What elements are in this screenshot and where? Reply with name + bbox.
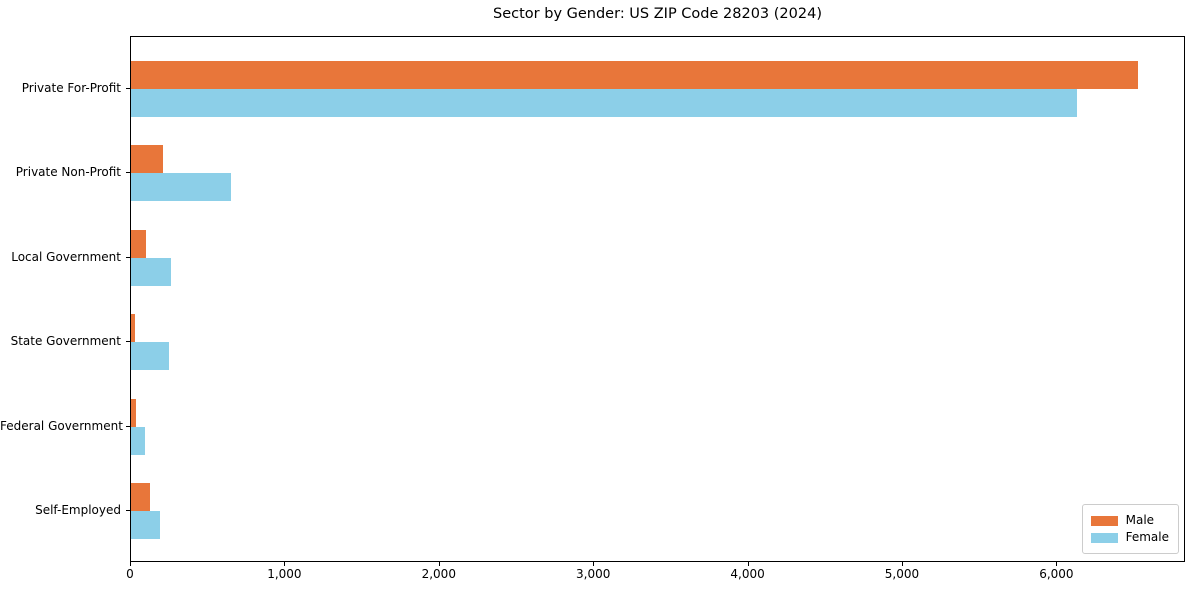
bar-male-private-for-profit — [131, 61, 1138, 89]
legend-item-female: Female — [1090, 530, 1169, 545]
chart-title: Sector by Gender: US ZIP Code 28203 (202… — [493, 6, 822, 22]
x-tick-label-3-000: 3,000 — [576, 567, 611, 581]
x-tick-label-5-000: 5,000 — [884, 567, 920, 581]
x-tick-label-2-000: 2,000 — [421, 567, 456, 581]
y-tick-mark — [126, 172, 130, 174]
y-tick-label-self-employed: Self-Employed — [35, 503, 121, 517]
x-tick-mark — [130, 562, 131, 566]
y-tick-mark — [126, 256, 130, 258]
bar-male-private-non-profit — [131, 145, 164, 174]
bar-female-federal-government — [131, 426, 145, 455]
x-tick-label-4-000: 4,000 — [730, 567, 765, 581]
bar-female-self-employed — [131, 511, 161, 539]
bar-male-self-employed — [131, 483, 150, 511]
y-tick-label-state-government: State Government — [10, 334, 121, 349]
x-tick-mark — [284, 562, 286, 566]
legend-item-male: Male — [1090, 513, 1169, 528]
y-tick-mark — [126, 510, 130, 511]
x-tick-mark — [438, 562, 440, 566]
x-tick-mark — [901, 562, 903, 566]
legend-label-female: Female — [1125, 530, 1169, 544]
y-tick-label-local-government: Local Government — [11, 249, 121, 264]
y-tick-mark — [126, 88, 130, 89]
legend-swatch-female — [1090, 532, 1118, 543]
x-tick-label-6-000: 6,000 — [1039, 567, 1074, 581]
y-tick-mark — [126, 425, 130, 427]
y-tick-label-private-non-profit: Private Non-Profit — [15, 165, 121, 180]
y-tick-label-federal-government: Federal Government — [0, 418, 123, 433]
bar-male-federal-government — [131, 398, 137, 427]
bar-male-state-government — [131, 314, 135, 343]
bar-female-private-for-profit — [131, 89, 1078, 117]
bar-female-state-government — [131, 342, 169, 371]
x-tick-label-0: 0 — [126, 567, 134, 581]
legend-swatch-male — [1090, 515, 1118, 526]
y-tick-label-private-for-profit: Private For-Profit — [21, 81, 121, 95]
x-tick-mark — [593, 562, 595, 566]
plot-area: Male Female — [130, 36, 1185, 562]
x-tick-label-1-000: 1,000 — [267, 567, 302, 581]
legend: Male Female — [1081, 504, 1179, 554]
x-tick-mark — [1056, 562, 1058, 566]
bar-male-local-government — [131, 229, 147, 258]
y-tick-mark — [126, 341, 130, 343]
legend-label-male: Male — [1125, 513, 1155, 527]
bar-female-local-government — [131, 257, 172, 286]
x-tick-mark — [747, 562, 749, 566]
bar-female-private-non-profit — [131, 173, 232, 202]
